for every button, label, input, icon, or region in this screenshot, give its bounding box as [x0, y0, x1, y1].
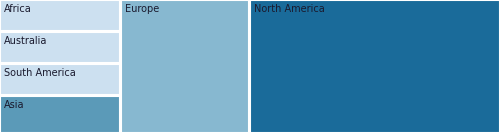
Bar: [0, 64, 120, 95]
Text: South America: South America: [4, 68, 76, 78]
Text: Asia: Asia: [4, 100, 24, 110]
Text: Australia: Australia: [4, 36, 48, 46]
Text: Africa: Africa: [4, 4, 32, 14]
Text: Europe: Europe: [125, 4, 159, 14]
Bar: [0, 0, 120, 31]
Bar: [250, 0, 500, 133]
Text: North America: North America: [254, 4, 325, 14]
Bar: [121, 0, 249, 133]
Bar: [0, 96, 120, 133]
Bar: [0, 32, 120, 63]
